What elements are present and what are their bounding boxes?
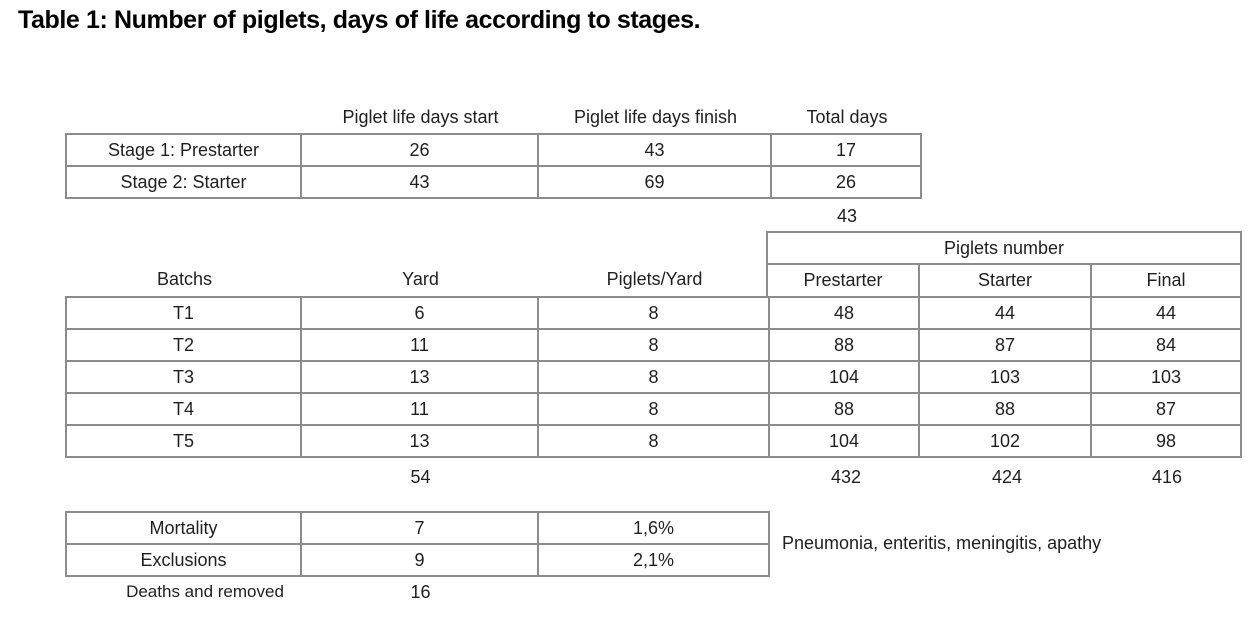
column-header-cell: Prestarter (768, 265, 920, 298)
table-cell: Exclusions (67, 545, 302, 577)
table-cell: 104 (770, 362, 920, 394)
deaths-removed-value: 16 (410, 581, 431, 602)
table-cell: T4 (67, 394, 302, 426)
table-cell: Mortality (67, 513, 302, 545)
table-row: Exclusions 9 2,1% (67, 545, 770, 577)
table-cell: 88 (770, 394, 920, 426)
table-cell: 8 (539, 330, 770, 362)
table-cell: 48 (770, 298, 920, 330)
table-row: Piglets number (768, 233, 1242, 265)
table-cell: 9 (302, 545, 539, 577)
table-row: Stage 2: Starter 43 69 26 (67, 167, 922, 199)
table-row: T4 11 8 88 88 87 (67, 394, 1242, 426)
table-cell: Stage 1: Prestarter (67, 135, 302, 167)
table-cell: 84 (1092, 330, 1242, 362)
table-cell: T2 (67, 330, 302, 362)
table-cell: 13 (302, 362, 539, 394)
table-cell: 69 (539, 167, 772, 199)
table-cell: T3 (67, 362, 302, 394)
piglets-number-header-table: Piglets number Prestarter Starter Final (766, 231, 1242, 298)
table-row: Prestarter Starter Final (768, 265, 1242, 298)
stages-header-finish: Piglet life days finish (573, 106, 738, 127)
table-cell: 7 (302, 513, 539, 545)
table-row: T5 13 8 104 102 98 (67, 426, 1242, 458)
total-days-sum: 43 (836, 205, 858, 226)
batches-table: T1 6 8 48 44 44 T2 11 8 88 87 84 T3 13 8… (65, 296, 1242, 458)
group-header-cell: Piglets number (768, 233, 1242, 265)
table-caption: Table 1: Number of piglets, days of life… (18, 6, 701, 34)
table-cell: 11 (302, 330, 539, 362)
table-cell: 26 (772, 167, 922, 199)
table-cell: 103 (1092, 362, 1242, 394)
table-cell: 43 (539, 135, 772, 167)
table-cell: 2,1% (539, 545, 770, 577)
losses-table: Mortality 7 1,6% Exclusions 9 2,1% (65, 511, 770, 577)
batches-header-piglets-yard: Piglets/Yard (606, 269, 703, 289)
table-cell: 6 (302, 298, 539, 330)
table-cell: 88 (920, 394, 1092, 426)
table-cell: 8 (539, 362, 770, 394)
table-cell: 11 (302, 394, 539, 426)
table-cell: Stage 2: Starter (67, 167, 302, 199)
total-starter: 424 (991, 466, 1023, 487)
batches-header-batchs: Batchs (156, 269, 213, 289)
table-cell: T5 (67, 426, 302, 458)
table-row: T3 13 8 104 103 103 (67, 362, 1242, 394)
causes-note: Pneumonia, enteritis, meningitis, apathy (782, 532, 1102, 553)
table-row: Stage 1: Prestarter 26 43 17 (67, 135, 922, 167)
table-cell: 98 (1092, 426, 1242, 458)
total-final: 416 (1151, 466, 1183, 487)
total-yard: 54 (410, 466, 431, 487)
total-prestarter: 432 (830, 466, 862, 487)
stages-table: Stage 1: Prestarter 26 43 17 Stage 2: St… (65, 133, 922, 199)
table-cell: 1,6% (539, 513, 770, 545)
column-header-cell: Starter (920, 265, 1092, 298)
table-cell: 8 (539, 394, 770, 426)
batches-header-yard: Yard (402, 269, 439, 289)
table-row: Mortality 7 1,6% (67, 513, 770, 545)
column-header-cell: Final (1092, 265, 1242, 298)
table-cell: 26 (302, 135, 539, 167)
table-row: T1 6 8 48 44 44 (67, 298, 1242, 330)
table-cell: T1 (67, 298, 302, 330)
table-cell: 44 (920, 298, 1092, 330)
table-cell: 8 (539, 426, 770, 458)
deaths-removed-label: Deaths and removed (126, 582, 284, 601)
table-cell: 44 (1092, 298, 1242, 330)
stages-header-total: Total days (806, 106, 888, 127)
table-cell: 13 (302, 426, 539, 458)
table-cell: 102 (920, 426, 1092, 458)
table-cell: 43 (302, 167, 539, 199)
table-cell: 87 (920, 330, 1092, 362)
table-cell: 87 (1092, 394, 1242, 426)
table-cell: 17 (772, 135, 922, 167)
stages-header-start: Piglet life days start (342, 106, 499, 127)
table-cell: 103 (920, 362, 1092, 394)
table-cell: 8 (539, 298, 770, 330)
table-row: T2 11 8 88 87 84 (67, 330, 1242, 362)
table-cell: 104 (770, 426, 920, 458)
table-cell: 88 (770, 330, 920, 362)
